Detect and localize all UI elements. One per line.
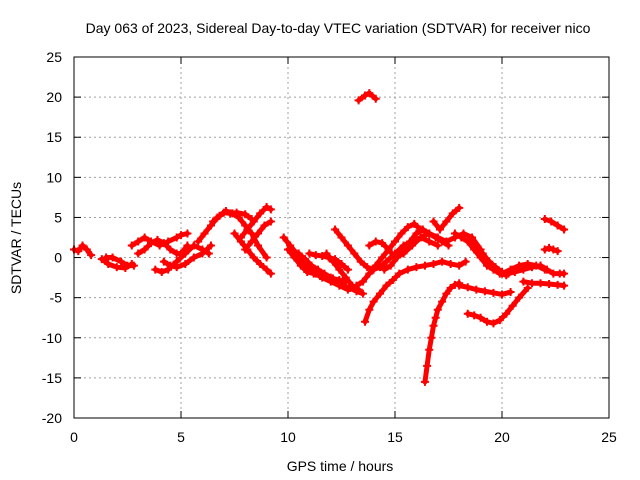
plot-frame [73,56,610,419]
x-axis-label: GPS time / hours [287,458,394,474]
data-point [266,217,275,226]
series-arc-33 [540,243,562,256]
data-point [371,94,380,103]
series-arc-24 [420,279,464,386]
data-point [129,261,138,270]
data-point-trail [255,243,270,261]
x-tick-label: 5 [177,429,185,445]
y-tick-label: 10 [46,169,62,185]
y-tick-label: 15 [46,129,62,145]
data-point [266,269,275,278]
series-arc-34 [540,215,569,234]
series-arc-3 [102,253,138,270]
series-arc-4 [134,235,192,258]
series-arc-5 [127,229,192,250]
data-point [87,251,96,260]
data-point [523,284,532,293]
data-point [560,225,569,234]
data-point-trail [199,243,214,257]
series-arc-11 [236,203,275,242]
chart-title: Day 063 of 2023, Sidereal Day-to-day VTE… [86,20,591,36]
data-point [444,241,453,250]
series-arc-28 [463,284,532,328]
y-axis-label: SDTVAR / TECUs [8,182,24,294]
y-tick-labels: -20 -15 -10 -5 0 5 10 15 20 25 [42,49,62,426]
y-tick-label: 0 [54,250,62,266]
series-arc-15 [294,249,367,298]
y-tick-label: 5 [54,209,62,225]
data-point-trail [178,243,190,257]
series-arc-23 [380,225,453,274]
data-point [455,203,464,212]
x-tick-label: 25 [601,429,617,445]
data-point [358,289,367,298]
series-arc-17 [322,249,363,294]
data-point [343,265,352,274]
series-arc-25 [429,203,464,234]
data-point [553,247,562,256]
y-tick-label: -10 [42,330,62,346]
y-tick-label: -15 [42,370,62,386]
x-tick-label: 10 [280,429,296,445]
data-points [70,89,569,386]
series-arc-12 [241,217,275,254]
data-point [560,269,569,278]
series-arc-1 [70,241,96,260]
y-tick-label: -20 [42,410,62,426]
data-point [266,205,275,214]
data-point [262,253,271,262]
data-point [560,281,569,290]
series-arc-31 [519,277,569,290]
data-point [206,241,215,250]
series-arc-27 [455,281,515,299]
y-tick-label: 20 [46,89,62,105]
data-point [433,241,442,250]
data-point [506,288,515,297]
series-arc-7 [159,241,215,272]
series-arc-32 [536,261,569,278]
x-tick-labels: 0 5 10 15 20 25 [70,429,617,445]
x-tick-label: 15 [387,429,403,445]
y-tick-label: 25 [46,49,62,65]
data-point [461,257,470,266]
data-point [183,229,192,238]
data-point-trail [516,285,531,301]
series-arc-21 [361,257,470,326]
y-tick-label: -5 [50,290,63,306]
x-tick-label: 0 [70,429,78,445]
series-arc-19 [354,89,380,105]
x-tick-label: 20 [494,429,510,445]
